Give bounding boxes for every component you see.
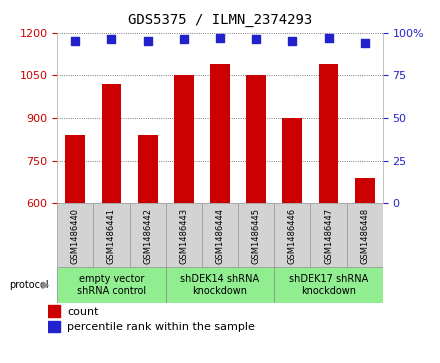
Bar xyxy=(202,203,238,267)
Text: empty vector
shRNA control: empty vector shRNA control xyxy=(77,274,146,296)
Bar xyxy=(166,267,274,303)
Bar xyxy=(347,203,383,267)
Text: GSM1486448: GSM1486448 xyxy=(360,208,369,265)
Point xyxy=(253,37,260,42)
Text: shDEK14 shRNA
knockdown: shDEK14 shRNA knockdown xyxy=(180,274,260,296)
Text: GSM1486444: GSM1486444 xyxy=(216,208,224,264)
Bar xyxy=(93,203,129,267)
Text: count: count xyxy=(67,307,99,317)
Text: GSM1486440: GSM1486440 xyxy=(71,208,80,264)
Bar xyxy=(129,203,166,267)
Point xyxy=(216,35,224,41)
Bar xyxy=(355,178,375,363)
Bar xyxy=(57,203,93,267)
Point xyxy=(72,38,79,44)
Bar xyxy=(274,203,311,267)
Bar xyxy=(48,305,60,317)
Point xyxy=(144,38,151,44)
Bar xyxy=(319,64,338,363)
Bar xyxy=(238,203,274,267)
Text: protocol: protocol xyxy=(9,280,48,290)
Bar xyxy=(210,64,230,363)
Bar xyxy=(48,321,60,333)
Bar xyxy=(282,118,302,363)
Text: GSM1486447: GSM1486447 xyxy=(324,208,333,265)
Point xyxy=(325,35,332,41)
Point xyxy=(361,40,368,46)
Bar xyxy=(174,75,194,363)
Text: GSM1486442: GSM1486442 xyxy=(143,208,152,264)
Bar xyxy=(102,84,121,363)
Bar xyxy=(66,135,85,363)
Bar xyxy=(311,203,347,267)
Bar xyxy=(166,203,202,267)
Text: GSM1486445: GSM1486445 xyxy=(252,208,260,264)
Point xyxy=(180,37,187,42)
Text: shDEK17 shRNA
knockdown: shDEK17 shRNA knockdown xyxy=(289,274,368,296)
Bar xyxy=(138,135,158,363)
Point xyxy=(108,37,115,42)
Bar xyxy=(57,267,166,303)
Bar xyxy=(274,267,383,303)
Text: GSM1486443: GSM1486443 xyxy=(180,208,188,265)
Text: GSM1486441: GSM1486441 xyxy=(107,208,116,264)
Bar xyxy=(246,75,266,363)
Text: GSM1486446: GSM1486446 xyxy=(288,208,297,265)
Text: ▶: ▶ xyxy=(42,280,50,290)
Text: percentile rank within the sample: percentile rank within the sample xyxy=(67,322,255,332)
Text: GDS5375 / ILMN_2374293: GDS5375 / ILMN_2374293 xyxy=(128,13,312,27)
Point xyxy=(289,38,296,44)
